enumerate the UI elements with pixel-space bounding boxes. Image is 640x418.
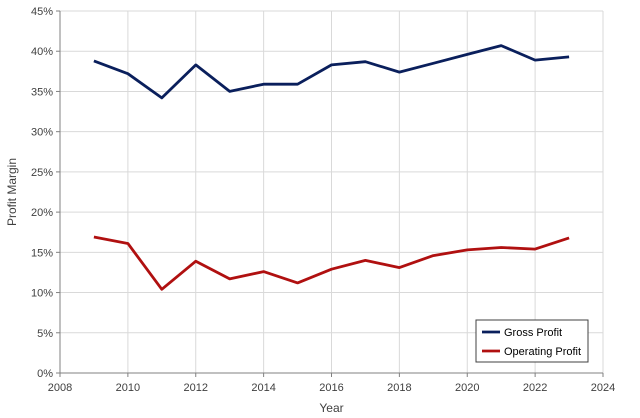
x-tick-label: 2008	[48, 382, 72, 394]
y-axis-title: Profit Margin	[5, 158, 19, 226]
y-tick-label: 40%	[31, 46, 53, 58]
legend: Gross Profit Operating Profit	[475, 319, 589, 363]
x-tick-label: 2014	[251, 382, 275, 394]
legend-label-gross-profit: Gross Profit	[504, 327, 562, 339]
x-tick-label: 2022	[523, 382, 547, 394]
y-tick-label: 45%	[31, 6, 53, 18]
series-line-operating-profit	[93, 235, 570, 291]
legend-label-operating-profit: Operating Profit	[504, 346, 581, 358]
y-tick-label: 30%	[31, 127, 53, 139]
x-tick-label: 2016	[319, 382, 343, 394]
y-tick-label: 25%	[31, 167, 53, 179]
y-tick-label: 15%	[31, 247, 53, 259]
x-tick-label: 2018	[387, 382, 411, 394]
y-tick-label: 10%	[31, 288, 53, 300]
x-tick-label: 2010	[116, 382, 140, 394]
series-lines	[93, 44, 570, 291]
x-axis-title: Year	[319, 401, 343, 415]
x-axis-ticks: 2008 2010 2012 2014 2016 2018 2020 2022 2024	[48, 373, 615, 394]
y-tick-label: 20%	[31, 207, 53, 219]
x-tick-label: 2024	[591, 382, 615, 394]
series-line-gross-profit	[93, 44, 570, 100]
x-tick-label: 2012	[184, 382, 208, 394]
y-tick-label: 0%	[37, 368, 53, 380]
legend-box	[475, 319, 589, 363]
y-tick-label: 5%	[37, 328, 53, 340]
y-axis-ticks: 0% 5% 10% 15% 20% 25% 30% 35% 40% 45%	[31, 6, 60, 380]
x-tick-label: 2020	[455, 382, 479, 394]
y-tick-label: 35%	[31, 86, 53, 98]
